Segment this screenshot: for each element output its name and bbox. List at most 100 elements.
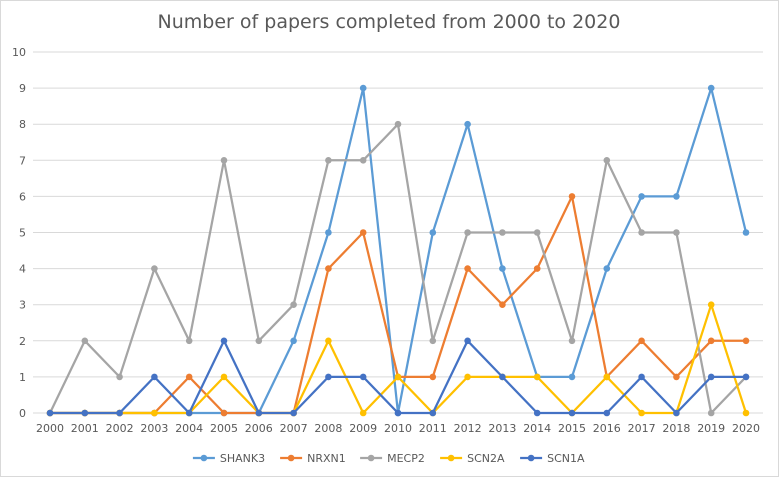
data-point	[46, 409, 54, 417]
y-tick-label: 3	[19, 299, 26, 312]
data-point	[255, 409, 263, 417]
data-point	[707, 84, 715, 92]
series-mecp2	[46, 120, 750, 417]
legend: SHANK3 NRXN1 MECP2 SCN2A SCN1A	[192, 452, 585, 465]
data-point	[116, 409, 123, 417]
data-point	[359, 409, 367, 417]
data-point	[429, 373, 437, 381]
data-point	[707, 301, 715, 309]
data-point	[394, 409, 402, 417]
data-point	[603, 157, 611, 164]
data-point	[742, 337, 750, 345]
data-point	[673, 409, 680, 417]
data-point	[81, 409, 89, 417]
data-point	[359, 157, 367, 164]
legend-marker	[200, 454, 208, 462]
legend-marker	[287, 454, 295, 462]
data-point	[638, 229, 645, 236]
data-point	[81, 337, 89, 345]
x-tick-label: 2010	[384, 422, 412, 435]
data-point	[707, 337, 715, 345]
data-point	[359, 373, 367, 381]
y-tick-label: 7	[19, 154, 26, 167]
data-point	[742, 409, 750, 417]
series-line	[50, 303, 748, 415]
legend-item-shank3: SHANK3	[192, 452, 265, 465]
x-tick-label: 2009	[349, 422, 377, 435]
data-point	[568, 409, 576, 417]
data-point	[707, 409, 715, 417]
y-tick-label: 5	[19, 227, 26, 240]
data-point	[220, 337, 228, 345]
legend-label: MECP2	[387, 452, 425, 465]
data-point	[603, 265, 611, 272]
data-point	[464, 373, 471, 381]
y-tick-label: 2	[19, 335, 26, 348]
y-tick-label: 8	[19, 118, 26, 131]
series-scn1a	[46, 337, 750, 417]
data-point	[568, 193, 576, 200]
data-point	[325, 337, 332, 345]
x-tick-label: 2003	[140, 422, 168, 435]
data-point	[742, 229, 750, 236]
legend-label: SCN2A	[467, 452, 505, 465]
data-point	[394, 373, 402, 381]
series-line	[50, 86, 748, 415]
data-point	[638, 337, 645, 345]
y-tick-label: 4	[19, 263, 26, 276]
data-point	[151, 373, 158, 381]
x-tick-label: 2018	[662, 422, 690, 435]
legend-marker	[447, 454, 455, 462]
chart-title: Number of papers completed from 2000 to …	[158, 11, 621, 33]
data-point	[429, 337, 437, 345]
x-tick-label: 2000	[36, 422, 64, 435]
data-point	[220, 409, 228, 417]
x-tick-label: 2004	[175, 422, 203, 435]
legend-label: NRXN1	[307, 452, 346, 465]
data-point	[325, 265, 332, 272]
data-point	[464, 337, 471, 345]
data-point	[742, 373, 750, 381]
data-point	[533, 229, 541, 236]
data-point	[499, 265, 506, 272]
y-tick-label: 9	[19, 82, 26, 95]
data-point	[429, 229, 437, 236]
data-point	[185, 337, 193, 345]
x-tick-label: 2011	[419, 422, 447, 435]
data-point	[220, 157, 228, 164]
legend-label: SCN1A	[547, 452, 585, 465]
data-point	[185, 409, 193, 417]
series-shank3	[46, 84, 750, 417]
y-tick-label: 1	[19, 371, 26, 384]
x-tick-label: 2007	[280, 422, 308, 435]
data-point	[290, 301, 297, 309]
data-point	[499, 229, 506, 236]
data-point	[290, 337, 297, 345]
data-point	[568, 373, 576, 381]
x-tick-label: 2008	[314, 422, 342, 435]
data-point	[464, 265, 471, 272]
y-tick-label: 0	[19, 407, 26, 420]
data-point	[568, 337, 576, 345]
data-point	[325, 373, 332, 381]
data-point	[151, 409, 158, 417]
x-tick-label: 2020	[732, 422, 760, 435]
x-tick-label: 2015	[558, 422, 586, 435]
x-tick-label: 2016	[593, 422, 621, 435]
data-point	[359, 84, 367, 92]
legend-item-scn2a: SCN2A	[440, 452, 505, 465]
data-point	[464, 229, 471, 236]
legend-label: SHANK3	[220, 452, 265, 465]
x-tick-label: 2013	[488, 422, 516, 435]
legend-item-scn1a: SCN1A	[520, 452, 585, 465]
x-tick-label: 2019	[697, 422, 725, 435]
data-point	[359, 229, 367, 236]
x-tick-label: 2005	[210, 422, 238, 435]
data-point	[220, 373, 228, 381]
data-point	[151, 265, 158, 272]
y-tick-label: 6	[19, 190, 26, 203]
x-tick-label: 2014	[523, 422, 551, 435]
data-point	[603, 373, 611, 381]
data-point	[603, 409, 611, 417]
